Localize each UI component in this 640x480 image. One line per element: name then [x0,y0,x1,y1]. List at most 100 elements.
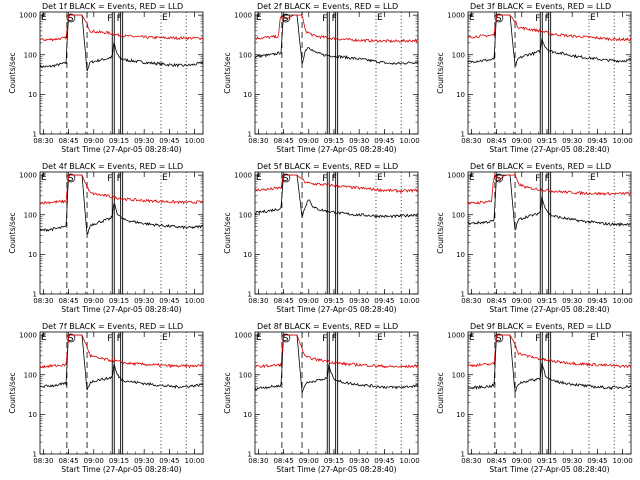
y-tick-label: 1000 [234,12,252,20]
marker-flare-1: F [322,14,327,24]
marker-e-right: E [590,173,596,183]
x-tick-label: 09:15 [109,297,129,305]
marker-saa: S [68,14,74,24]
x-tick-label: 08:45 [486,457,506,465]
x-tick-label: 09:30 [134,137,154,145]
y-tick-label: 1 [461,451,465,459]
series-events-line [255,174,418,219]
marker-e-left: E [256,13,262,23]
x-tick-label: 10:00 [613,457,633,465]
marker-flare-2: F [332,334,337,344]
panel-title: Det 3f BLACK = Events, RED = LLD [470,2,611,11]
marker-e-right: E [590,333,596,343]
x-tick-label: 10:00 [400,457,420,465]
marker-e-left: E [256,333,262,343]
x-tick-label: 08:30 [461,137,481,145]
x-axis-label: Start Time (27-Apr-05 08:28:40) [276,465,396,474]
x-tick-label: 08:30 [248,457,268,465]
panel-title: Det 7f BLACK = Events, RED = LLD [42,322,183,331]
marker-flare-2: F [545,334,550,344]
y-tick-label: 10 [243,251,252,259]
series-lld-line [468,334,631,369]
marker-e-left: E [41,333,47,343]
y-tick-label: 10 [28,411,37,419]
plot-frame [254,331,419,455]
marker-e-right: E [377,173,383,183]
x-tick-label: 09:45 [374,137,394,145]
x-tick-label: 08:45 [486,297,506,305]
series-lld-line [40,334,203,369]
x-tick-label: 08:30 [461,457,481,465]
x-tick-label: 10:00 [613,137,633,145]
x-tick-label: 08:45 [486,137,506,145]
panel-det-5: Det 5f BLACK = Events, RED = LLD E S F F E 1 10… [223,162,420,314]
saa-circle-icon [494,173,504,183]
panel-det-4: Det 4f BLACK = Events, RED = LLD E S F F E 1 10… [8,162,205,314]
y-tick-label: 100 [452,211,465,219]
y-tick-label: 1 [33,291,37,299]
plot-frame [254,11,419,135]
x-tick-label: 09:30 [349,457,369,465]
x-tick-label: 09:00 [299,297,319,305]
marker-flare-2: F [117,14,122,24]
y-tick-label: 10 [28,91,37,99]
x-tick-label: 09:15 [324,137,344,145]
y-axis-label: Counts/sec [436,212,445,253]
series-lld-line [255,334,418,369]
panel-det-7: Det 7f BLACK = Events, RED = LLD E S F F E 1 10… [8,322,205,474]
marker-e-right: E [162,333,168,343]
y-tick-label: 1000 [234,172,252,180]
x-tick-label: 08:30 [33,137,53,145]
panel-title: Det 6f BLACK = Events, RED = LLD [470,162,611,171]
x-tick-label: 10:00 [185,297,205,305]
marker-saa: S [283,174,289,184]
series-lld-line [40,174,203,205]
panel-title: Det 8f BLACK = Events, RED = LLD [257,322,398,331]
series-events-line [468,334,631,393]
x-tick-label: 09:15 [537,137,557,145]
x-axis-label: Start Time (27-Apr-05 08:28:40) [489,465,609,474]
x-tick-label: 09:45 [587,457,607,465]
plot-frame [39,171,204,295]
y-tick-label: 1000 [447,332,465,340]
y-axis-label: Counts/sec [223,212,232,253]
panel-det-1: Det 1f BLACK = Events, RED = LLD E S F F E 1 10… [8,2,205,154]
panel-title: Det 2f BLACK = Events, RED = LLD [257,2,398,11]
saa-circle-icon [281,333,291,343]
y-axis-label: Counts/sec [436,52,445,93]
y-tick-label: 100 [452,371,465,379]
marker-saa: S [496,334,502,344]
y-tick-label: 10 [243,411,252,419]
x-axis-label: Start Time (27-Apr-05 08:28:40) [61,145,181,154]
series-events-line [468,174,631,231]
x-tick-label: 08:30 [248,137,268,145]
plot-frame [39,11,204,135]
series-lld-line [255,174,418,194]
plot-frame [39,331,204,455]
x-tick-label: 09:00 [84,297,104,305]
marker-saa: S [68,174,74,184]
y-tick-label: 100 [452,51,465,59]
x-tick-label: 08:45 [58,297,78,305]
x-axis-label: Start Time (27-Apr-05 08:28:40) [276,305,396,314]
y-tick-label: 1 [248,291,252,299]
y-tick-label: 1000 [19,332,37,340]
x-tick-label: 08:45 [58,137,78,145]
series-events-line [40,334,203,391]
y-tick-label: 1 [248,131,252,139]
x-tick-label: 09:30 [562,137,582,145]
saa-circle-icon [281,13,291,23]
x-tick-label: 09:30 [562,457,582,465]
marker-flare-1: F [107,174,112,184]
series-lld-line [468,172,631,205]
x-axis-label: Start Time (27-Apr-05 08:28:40) [276,145,396,154]
x-tick-label: 09:00 [299,457,319,465]
marker-saa: S [68,334,74,344]
x-tick-label: 10:00 [185,137,205,145]
x-tick-label: 09:45 [374,297,394,305]
marker-e-right: E [162,13,168,23]
x-tick-label: 08:45 [273,457,293,465]
marker-flare-2: F [545,174,550,184]
